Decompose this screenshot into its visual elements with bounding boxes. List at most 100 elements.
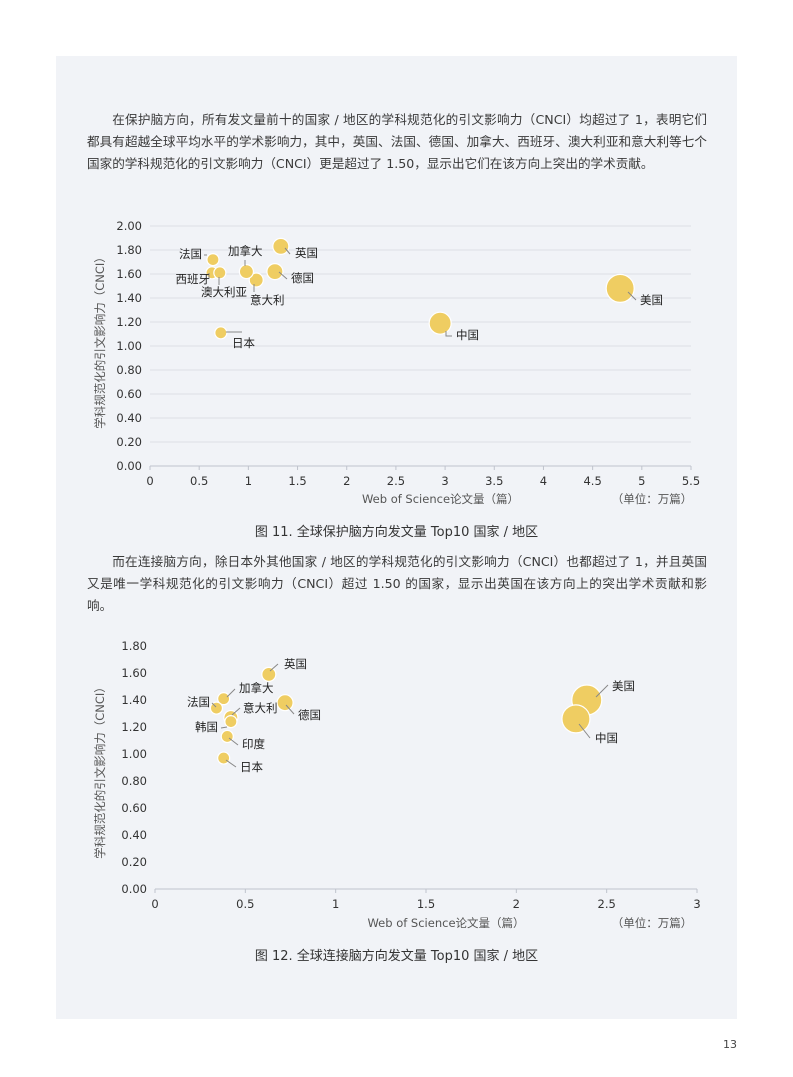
x-tick-label: 5.5 bbox=[682, 474, 700, 488]
y-axis-title: 学科规范化的引文影响力（CNCI） bbox=[93, 681, 107, 859]
point-label: 日本 bbox=[240, 760, 263, 774]
x-axis-title: Web of Science论文量（篇） bbox=[367, 916, 524, 930]
bubble-point bbox=[428, 311, 452, 335]
leader-line bbox=[445, 331, 452, 337]
y-tick-label: 1.20 bbox=[121, 720, 147, 734]
leader-line bbox=[269, 663, 279, 672]
y-axis-title: 学科规范化的引文影响力（CNCI） bbox=[93, 251, 107, 429]
y-tick-label: 0.60 bbox=[121, 801, 147, 815]
point-label: 日本 bbox=[232, 336, 255, 350]
point-label: 意大利 bbox=[250, 293, 285, 307]
bubble-point bbox=[276, 694, 294, 712]
point-label: 中国 bbox=[595, 731, 618, 745]
bubble-point bbox=[272, 237, 290, 255]
x-tick-label: 3.5 bbox=[485, 474, 503, 488]
paragraph-connect-brain: 而在连接脑方向，除日本外其他国家 / 地区的学科规范化的引文影响力（CNCI）也… bbox=[87, 554, 707, 613]
leader-line bbox=[226, 688, 236, 698]
point-label: 德国 bbox=[291, 271, 314, 285]
y-tick-label: 0.80 bbox=[121, 774, 147, 788]
bubble-point bbox=[261, 666, 277, 682]
x-tick-label: 0 bbox=[146, 474, 153, 488]
y-tick-label: 1.60 bbox=[121, 666, 147, 680]
point-label: 韩国 bbox=[195, 720, 218, 734]
point-label: 印度 bbox=[242, 737, 265, 751]
x-tick-label: 5 bbox=[638, 474, 645, 488]
y-tick-label: 0.40 bbox=[121, 828, 147, 842]
bubble-point bbox=[217, 692, 231, 706]
point-label: 中国 bbox=[456, 328, 479, 342]
x-tick-label: 2.5 bbox=[598, 897, 616, 911]
y-tick-label: 1.80 bbox=[121, 639, 147, 653]
leader-line bbox=[578, 723, 591, 739]
x-tick-label: 4.5 bbox=[583, 474, 601, 488]
point-label: 英国 bbox=[284, 657, 307, 671]
point-label: 法国 bbox=[187, 695, 210, 709]
page-number: 13 bbox=[723, 1038, 737, 1051]
y-tick-label: 1.80 bbox=[116, 243, 142, 257]
x-tick-label: 3 bbox=[441, 474, 448, 488]
y-tick-label: 1.40 bbox=[116, 291, 142, 305]
point-label: 德国 bbox=[298, 708, 321, 722]
point-label: 澳大利亚 bbox=[201, 285, 247, 299]
leader-line bbox=[225, 759, 237, 768]
unit-label: （单位：万篇） bbox=[612, 916, 693, 930]
bubble-point bbox=[217, 751, 231, 765]
point-label: 美国 bbox=[612, 679, 635, 693]
chart-protect-brain: 0.00 0.20 0.40 0.60 0.80 1.00 1.20 1.40 1.60 1.80… bbox=[93, 219, 700, 506]
leader-line bbox=[595, 684, 609, 698]
y-tick-label: 1.20 bbox=[116, 315, 142, 329]
y-tick-label: 2.00 bbox=[116, 219, 142, 233]
point-label: 英国 bbox=[295, 246, 318, 260]
point-label: 加拿大 bbox=[228, 244, 263, 258]
bubble-point bbox=[206, 253, 220, 267]
figure-12-caption: 图 12. 全球连接脑方向发文量 Top10 国家 / 地区 bbox=[254, 949, 539, 964]
bubble-point bbox=[213, 266, 227, 280]
x-tick-label: 3 bbox=[693, 897, 700, 911]
point-label: 加拿大 bbox=[239, 681, 274, 695]
x-tick-label: 2.5 bbox=[387, 474, 405, 488]
bubble-point bbox=[224, 714, 238, 729]
leader-line bbox=[231, 707, 241, 716]
leader-line bbox=[228, 737, 239, 746]
y-tick-label: 1.60 bbox=[116, 267, 142, 281]
y-tick-label: 0.20 bbox=[121, 855, 147, 869]
x-tick-label: 1 bbox=[245, 474, 252, 488]
y-tick-label: 1.00 bbox=[121, 747, 147, 761]
y-tick-label: 1.00 bbox=[116, 339, 142, 353]
leader-line bbox=[284, 247, 291, 255]
x-axis-title: Web of Science论文量（篇） bbox=[362, 492, 519, 506]
y-tick-label: 0.40 bbox=[116, 411, 142, 425]
point-label: 意大利 bbox=[243, 701, 278, 715]
bubble-point bbox=[248, 272, 264, 288]
paragraph-protect-brain: 在保护脑方向，所有发文量前十的国家 / 地区的学科规范化的引文影响力（CNCI）… bbox=[87, 112, 707, 171]
leader-line bbox=[285, 704, 295, 715]
point-label: 美国 bbox=[640, 293, 663, 307]
figure-11-caption: 图 11. 全球保护脑方向发文量 Top10 国家 / 地区 bbox=[254, 525, 539, 540]
bubble-point bbox=[266, 263, 284, 281]
leader-line bbox=[211, 702, 217, 708]
point-label: 西班牙 bbox=[176, 272, 211, 286]
x-tick-label: 2 bbox=[343, 474, 350, 488]
x-tick-label: 0 bbox=[151, 897, 158, 911]
bubble-point bbox=[605, 273, 635, 303]
x-tick-label: 2 bbox=[513, 897, 520, 911]
y-tick-label: 1.40 bbox=[121, 693, 147, 707]
content-panel bbox=[56, 56, 737, 1019]
x-tick-label: 0.5 bbox=[236, 897, 254, 911]
y-tick-label: 0.60 bbox=[116, 387, 142, 401]
y-tick-label: 0.00 bbox=[116, 459, 142, 473]
leader-line bbox=[278, 271, 288, 280]
y-tick-label: 0.00 bbox=[121, 882, 147, 896]
y-tick-label: 0.80 bbox=[116, 363, 142, 377]
leader-line bbox=[220, 726, 228, 729]
leader-line bbox=[627, 291, 637, 301]
point-label: 法国 bbox=[179, 247, 202, 261]
x-tick-label: 4 bbox=[540, 474, 547, 488]
bubble-point bbox=[561, 704, 591, 734]
x-tick-label: 0.5 bbox=[190, 474, 208, 488]
bubble-point bbox=[214, 326, 228, 340]
unit-label: （单位：万篇） bbox=[612, 492, 693, 506]
bubble-point bbox=[220, 729, 234, 744]
x-tick-label: 1.5 bbox=[288, 474, 306, 488]
bubble-point bbox=[238, 264, 254, 280]
